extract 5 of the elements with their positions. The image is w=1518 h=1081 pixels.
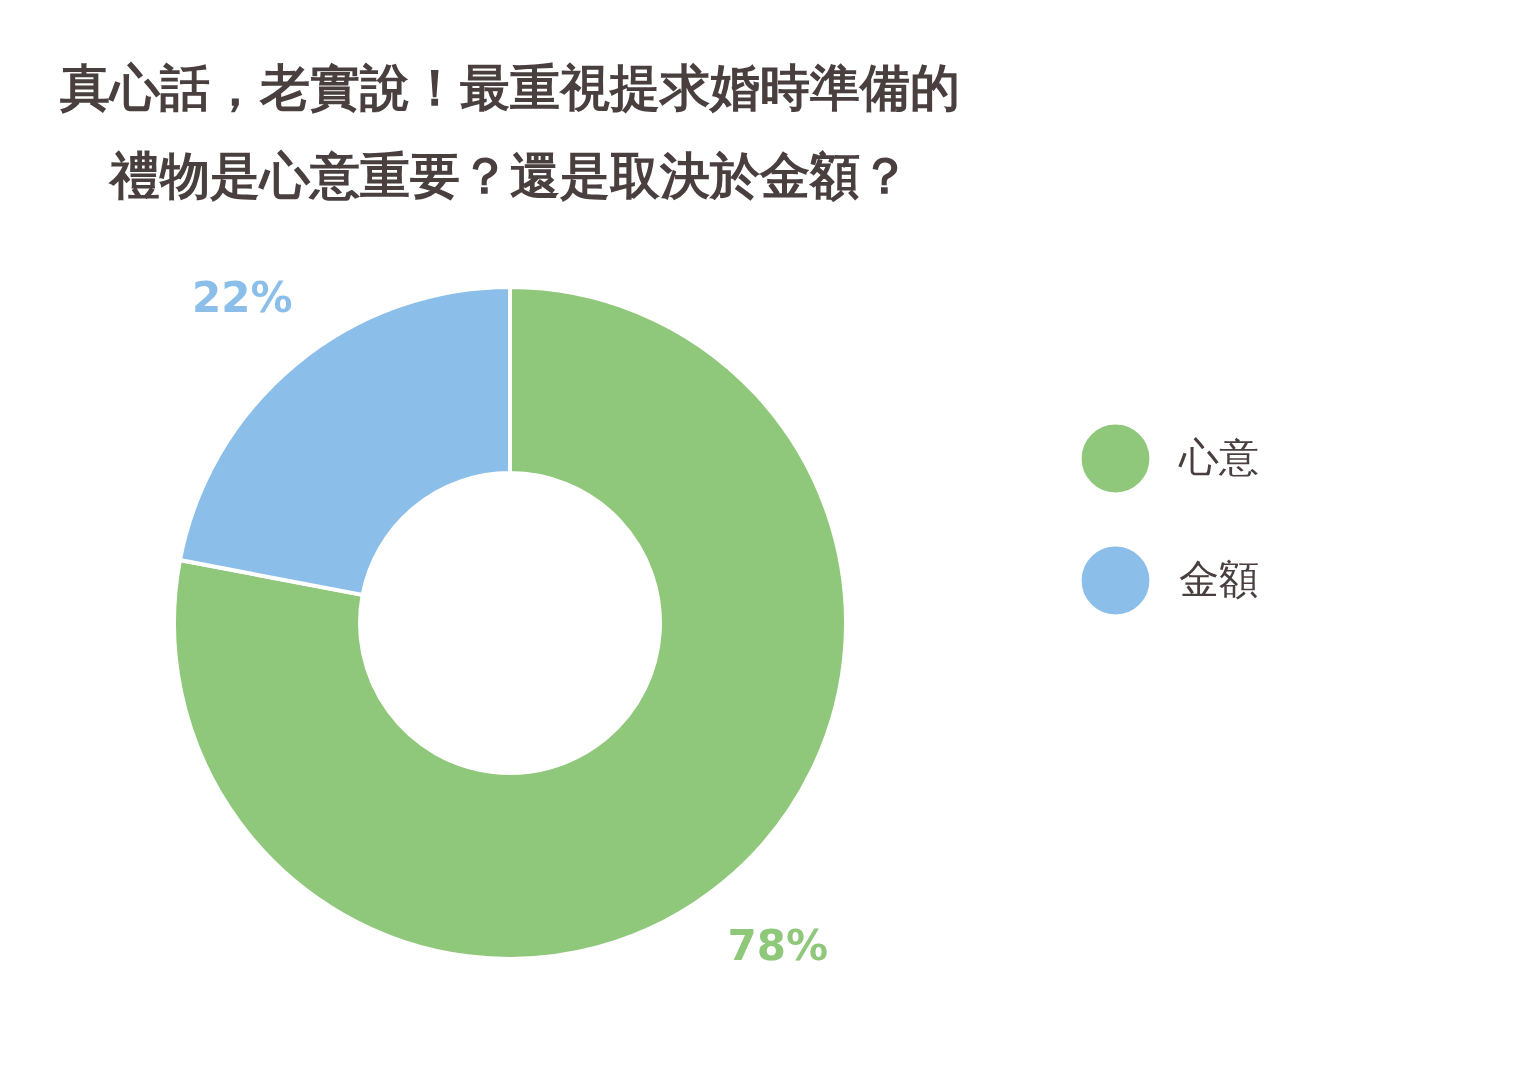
data-label: 78% [727,920,828,970]
chart-title: 真心話，老實說！最重視提求婚時準備的禮物是心意重要？還是取決於金額？ [59,60,960,204]
legend-label: 金額 [1179,555,1259,602]
legend-label: 心意 [1178,433,1259,480]
data-label: 22% [192,273,293,323]
